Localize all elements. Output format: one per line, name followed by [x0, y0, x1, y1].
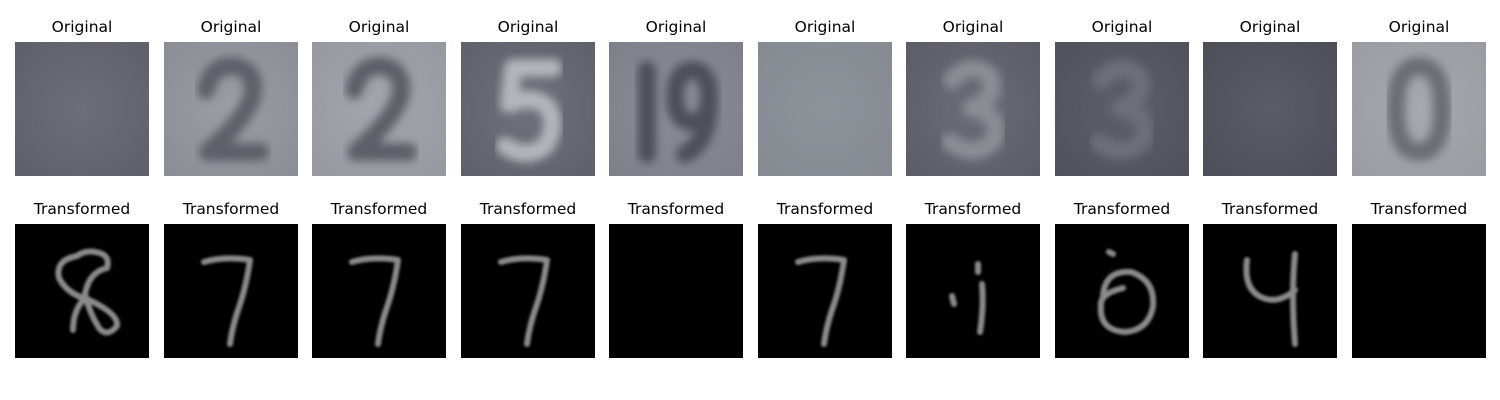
transformed-image: [15, 224, 149, 358]
original-title: Original: [1091, 18, 1153, 36]
transformed-image: [1203, 224, 1337, 358]
original-title: Original: [645, 18, 707, 36]
original-image: [164, 42, 298, 176]
original-image: [1203, 42, 1337, 176]
transformed-image: [1055, 224, 1189, 358]
original-image: [15, 42, 149, 176]
original-image: [1055, 42, 1189, 176]
original-image: [1352, 42, 1486, 176]
original-title: Original: [1388, 18, 1450, 36]
transformed-title: Transformed: [330, 200, 428, 218]
transformed-image: [461, 224, 595, 358]
transformed-title: Transformed: [1370, 200, 1468, 218]
transformed-title: Transformed: [1073, 200, 1171, 218]
transformed-title: Transformed: [182, 200, 280, 218]
transformed-title: Transformed: [924, 200, 1022, 218]
original-title: Original: [200, 18, 262, 36]
transformed-image: [609, 224, 743, 358]
transformed-title: Transformed: [627, 200, 725, 218]
original-title: Original: [794, 18, 856, 36]
original-title: Original: [51, 18, 113, 36]
original-title: Original: [942, 18, 1004, 36]
transformed-title: Transformed: [33, 200, 131, 218]
original-title: Original: [497, 18, 559, 36]
original-image: [461, 42, 595, 176]
transformed-image: [906, 224, 1040, 358]
transformed-image: [312, 224, 446, 358]
transformed-image: [758, 224, 892, 358]
original-image: [758, 42, 892, 176]
transformed-title: Transformed: [1221, 200, 1319, 218]
transformed-title: Transformed: [776, 200, 874, 218]
original-title: Original: [1239, 18, 1301, 36]
transformed-image: [1352, 224, 1486, 358]
original-title: Original: [348, 18, 410, 36]
transformed-title: Transformed: [479, 200, 577, 218]
transformed-image: [164, 224, 298, 358]
original-image: [609, 42, 743, 176]
original-image: [312, 42, 446, 176]
original-image: [906, 42, 1040, 176]
